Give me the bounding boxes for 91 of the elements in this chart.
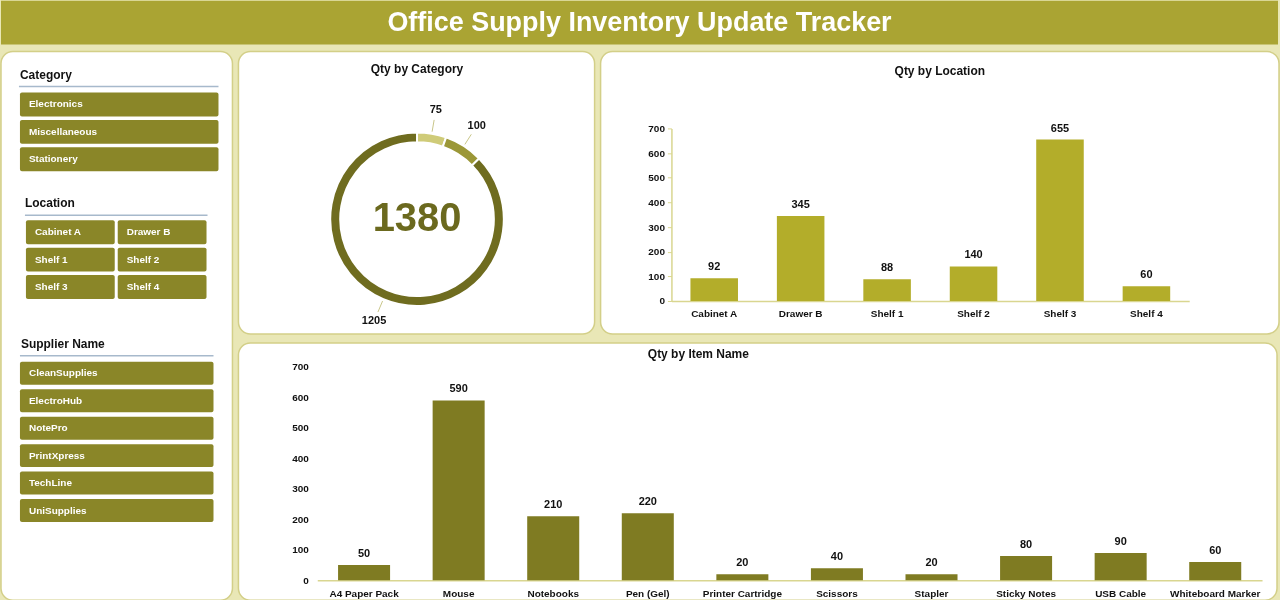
x-tick-label: Shelf 1 (870, 308, 904, 320)
x-tick-label: Drawer B (778, 308, 823, 320)
x-tick-label: A4 Paper Pack (329, 587, 400, 599)
text: Stationery (28, 153, 79, 165)
x-tick-label: Shelf 4 (1130, 308, 1164, 320)
data-label: 20 (925, 556, 938, 569)
text: CleanSupplies (28, 367, 99, 379)
bar (1036, 139, 1084, 301)
data-label: 590 (449, 382, 468, 395)
bar (810, 568, 863, 581)
y-tick-label: 100 (648, 270, 666, 282)
bar (1094, 552, 1147, 581)
x-tick-label: Sticky Notes (996, 587, 1057, 599)
chart-title: Qty by Category (370, 61, 464, 76)
bar (949, 266, 998, 301)
bar (432, 400, 485, 581)
y-tick-label: 300 (648, 221, 666, 233)
y-tick-label: 700 (648, 122, 666, 134)
y-tick-label: 100 (292, 544, 310, 556)
text: Miscellaneous (28, 125, 98, 137)
x-tick-label: Stapler (914, 587, 949, 599)
x-tick-label: Whiteboard Marker (1170, 587, 1261, 599)
x-tick-label: Pen (Gel) (625, 587, 670, 599)
text: 1380 (372, 195, 462, 240)
x-tick-label: Mouse (442, 587, 475, 599)
data-label: 92 (708, 260, 721, 273)
text: Category (19, 67, 73, 82)
text: Drawer B (126, 226, 171, 238)
bar (1122, 286, 1171, 301)
text: Shelf 2 (126, 253, 160, 265)
text: Office Supply Inventory Update Tracker (387, 6, 893, 37)
text: NotePro (28, 422, 68, 434)
text: Location (24, 196, 75, 211)
text: UniSupplies (28, 504, 87, 516)
x-tick-label: Shelf 3 (1043, 308, 1077, 320)
x-tick-label: Printer Cartridge (702, 587, 783, 599)
data-label: 1205 (361, 314, 387, 327)
text: TechLine (28, 477, 73, 489)
bar (690, 278, 738, 301)
bar (1000, 555, 1053, 581)
y-tick-label: 600 (292, 391, 310, 403)
text: PrintXpress (28, 449, 86, 461)
data-label: 90 (1114, 534, 1127, 547)
bar (776, 215, 825, 301)
bar (621, 513, 674, 581)
y-tick-label: 200 (292, 513, 310, 525)
text: Shelf 1 (34, 253, 69, 265)
data-label: 60 (1209, 544, 1222, 557)
y-tick-label: 500 (648, 172, 666, 184)
data-label: 140 (964, 248, 983, 261)
y-tick-label: 200 (648, 246, 666, 258)
y-tick-label: 400 (648, 196, 666, 208)
bar (905, 574, 958, 581)
y-tick-label: 300 (292, 483, 310, 495)
data-label: 75 (429, 103, 442, 116)
data-label: 40 (830, 550, 844, 563)
y-tick-label: 0 (659, 295, 666, 307)
x-tick-label: Cabinet A (691, 308, 738, 320)
data-label: 100 (467, 118, 486, 131)
text: Cabinet A (34, 226, 82, 238)
text: Electronics (28, 98, 84, 110)
bar (1189, 562, 1242, 581)
data-label: 345 (791, 197, 810, 210)
x-tick-label: Notebooks (527, 587, 580, 599)
y-tick-label: 600 (648, 147, 666, 159)
bar (863, 279, 911, 301)
x-tick-label: USB Cable (1095, 587, 1147, 599)
chart-title: Qty by Location (894, 63, 986, 78)
donut-slice (329, 131, 505, 307)
y-tick-label: 0 (303, 574, 310, 586)
data-label: 20 (736, 556, 749, 569)
bar (338, 565, 391, 581)
data-label: 80 (1019, 537, 1033, 550)
text: Shelf 4 (126, 281, 160, 293)
x-tick-label: Shelf 2 (957, 308, 991, 320)
chart-title: Qty by Item Name (647, 346, 750, 361)
data-label: 60 (1140, 268, 1153, 281)
bar (527, 516, 580, 581)
text: ElectroHub (28, 394, 83, 406)
data-label: 655 (1050, 121, 1070, 134)
text: Supplier Name (20, 336, 106, 351)
text: Shelf 3 (34, 281, 69, 293)
data-label: 88 (881, 261, 894, 274)
data-label: 220 (638, 495, 657, 508)
y-tick-label: 700 (292, 361, 310, 373)
y-tick-label: 500 (292, 422, 310, 434)
bar (716, 574, 769, 581)
y-tick-label: 400 (292, 452, 310, 464)
data-label: 210 (544, 498, 563, 511)
data-label: 50 (357, 547, 371, 560)
x-tick-label: Scissors (816, 587, 859, 599)
